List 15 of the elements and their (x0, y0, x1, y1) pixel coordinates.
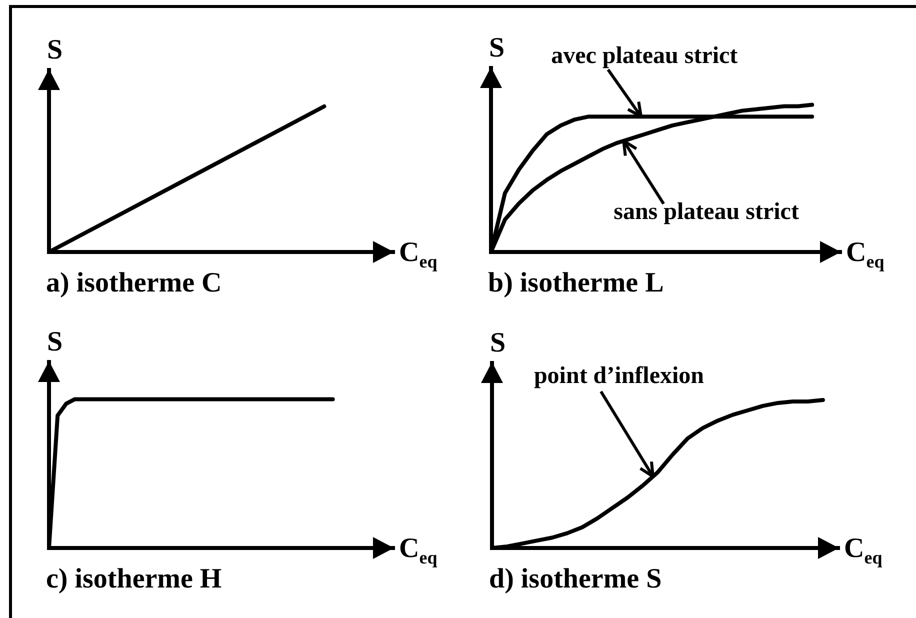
x-axis-title: C$_{eq}$ (399, 237, 438, 272)
y-axis-title: S (489, 32, 505, 64)
y-axis-title: S (490, 328, 506, 358)
text: a) isotherme C (46, 268, 222, 298)
x-axis-title: C$_{eq}$ (846, 237, 884, 272)
text: c) isotherme H (46, 564, 222, 594)
x-axis-title: C$_{eq}$ (844, 533, 882, 568)
text: b) isotherme L (488, 268, 664, 298)
y-axis-title: S (47, 34, 63, 66)
text: avec plateau strict (551, 42, 738, 69)
text: sans plateau strict (614, 198, 799, 225)
text: point d’inflexion (534, 362, 704, 389)
y-axis-title: S (47, 326, 63, 358)
x-axis-title: C$_{eq}$ (399, 533, 438, 568)
text: d) isotherme S (489, 564, 662, 594)
